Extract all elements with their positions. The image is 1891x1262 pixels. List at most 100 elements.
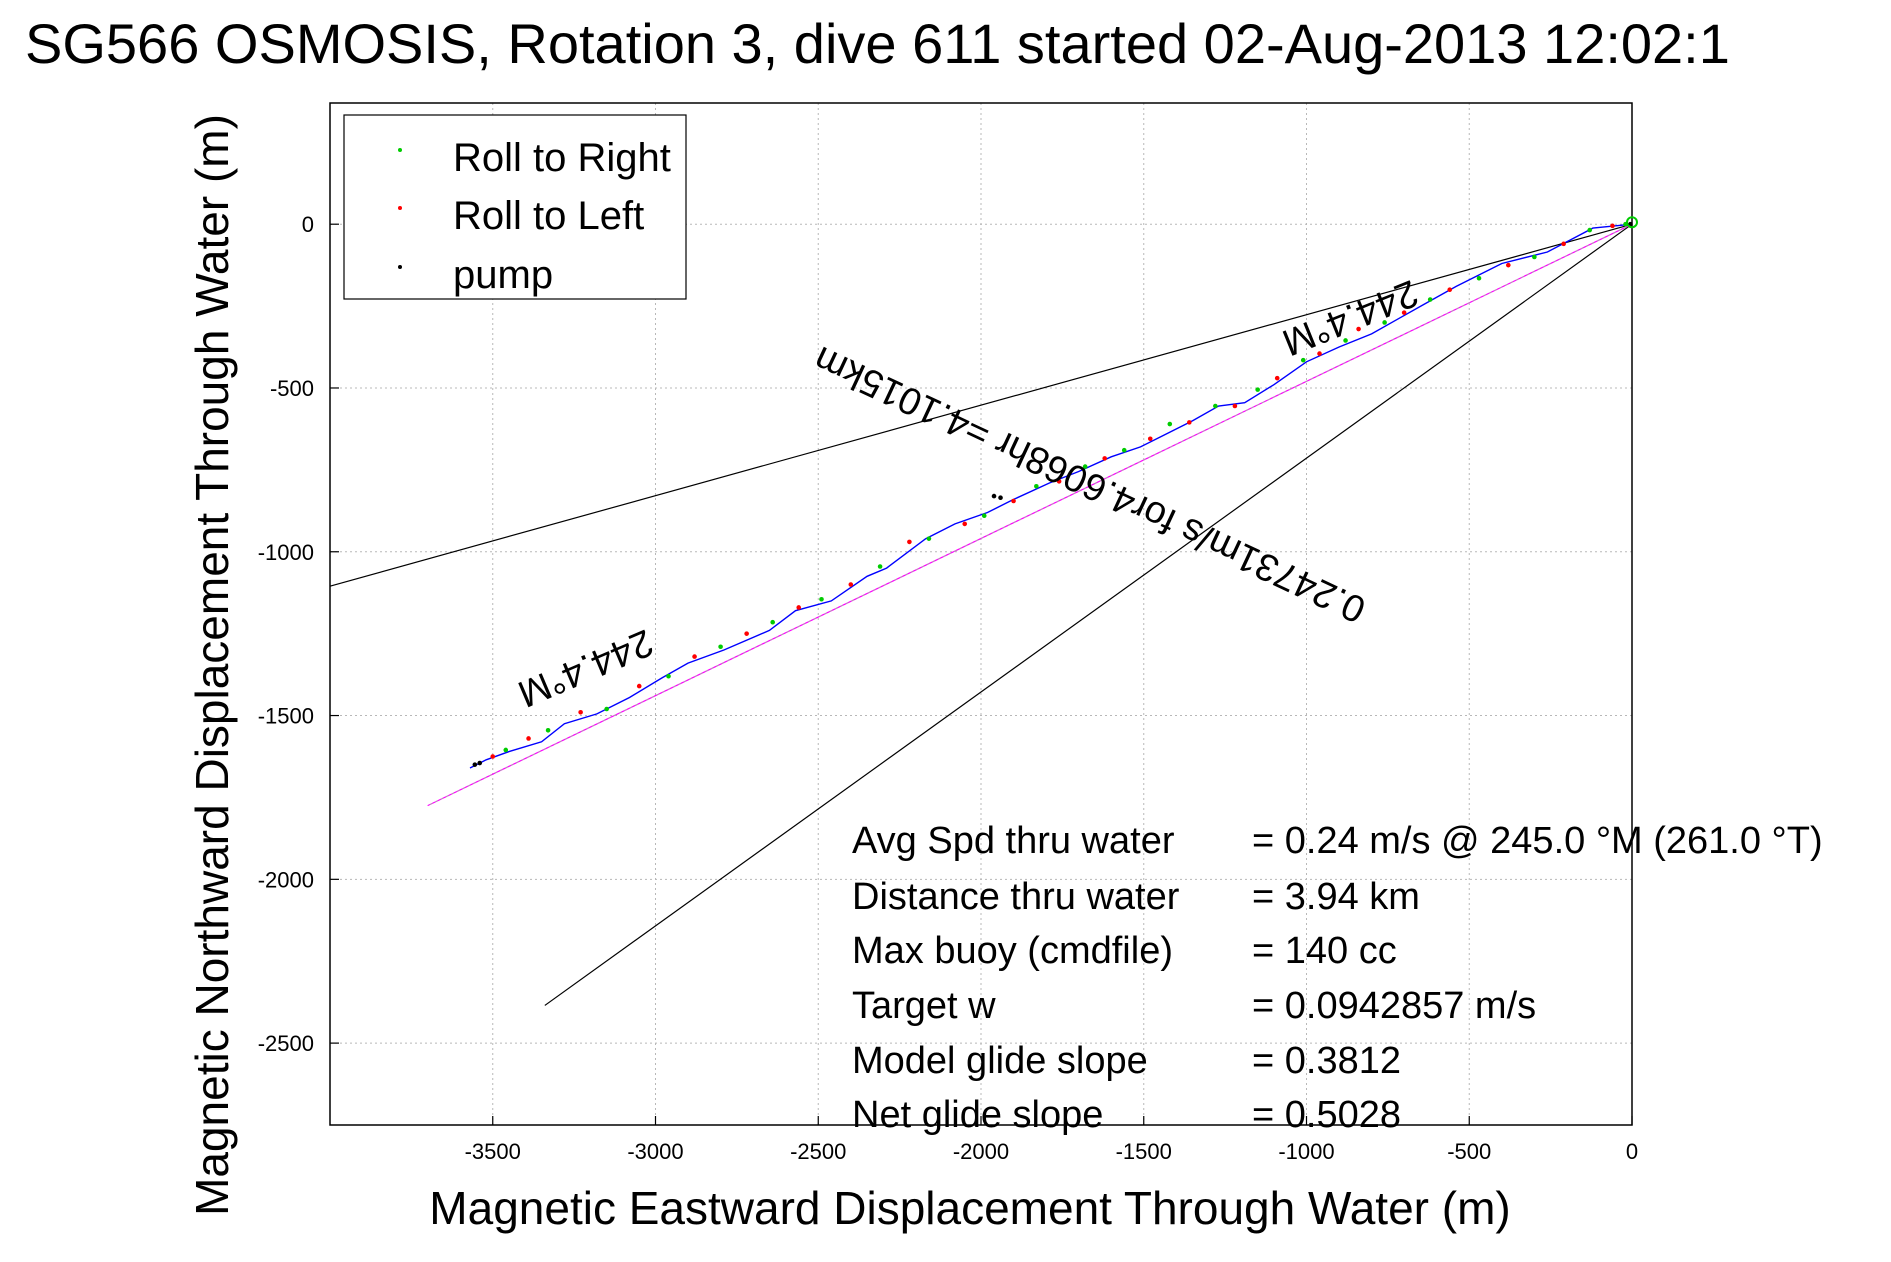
roll-left-point <box>1274 375 1280 381</box>
pump-point <box>991 493 997 499</box>
roll-right-point <box>1213 403 1218 409</box>
stat-label: Net glide slope <box>852 1094 1103 1136</box>
y-tick-label: -2000 <box>258 867 314 892</box>
chart-title: SG566 OSMOSIS, Rotation 3, dive 611 star… <box>25 12 1730 75</box>
roll-right-point <box>503 747 509 753</box>
legend-marker-roll-left <box>398 206 402 210</box>
x-tick-label: -2000 <box>953 1139 1009 1164</box>
roll-left-point <box>796 605 802 610</box>
roll-left-point <box>1011 498 1016 504</box>
roll-left-point <box>1610 223 1615 229</box>
roll-right-point <box>1343 338 1348 343</box>
roll-right-point <box>819 596 824 602</box>
y-tick-label: -500 <box>270 376 314 401</box>
roll-left-point <box>490 754 496 759</box>
roll-right-point <box>770 619 775 625</box>
stat-value: = 140 cc <box>1252 930 1397 972</box>
stat-value: = 3.94 km <box>1252 876 1420 918</box>
legend-marker-roll-right <box>398 148 402 152</box>
roll-left-point <box>1447 287 1453 293</box>
stat-value: = 0.0942857 m/s <box>1252 985 1536 1027</box>
roll-left-point <box>1506 262 1511 268</box>
roll-right-point <box>926 536 932 541</box>
x-tick-label: -2500 <box>790 1139 846 1164</box>
pump-point <box>477 760 483 766</box>
stat-label: Model glide slope <box>852 1040 1148 1082</box>
legend-marker-pump <box>398 265 402 269</box>
stat-value: = 0.24 m/s @ 245.0 °M (261.0 °T) <box>1252 820 1823 862</box>
roll-right-point <box>981 513 987 519</box>
y-tick-label: 0 <box>302 212 314 237</box>
roll-left-point <box>692 654 697 659</box>
roll-right-point <box>1532 254 1537 260</box>
x-tick-label: -1500 <box>1116 1139 1172 1164</box>
roll-right-point <box>604 706 609 712</box>
stat-value: = 0.3812 <box>1252 1040 1401 1082</box>
y-axis-label: Magnetic Northward Displacement Through … <box>186 114 238 1216</box>
roll-left-point <box>962 521 968 527</box>
x-tick-label: -3000 <box>627 1139 683 1164</box>
x-axis-ticks: -3500 -3000 -2500 -2000 -1500 -1000 -500 0 <box>465 1116 1638 1164</box>
stat-label: Target w <box>852 985 996 1027</box>
roll-right-point <box>1034 483 1039 489</box>
roll-left-point <box>1232 403 1238 409</box>
roll-left-point <box>1056 479 1062 484</box>
roll-right-point <box>1476 275 1482 281</box>
roll-left-point <box>744 631 749 636</box>
origin-marker <box>1626 216 1638 229</box>
x-tick-label: -3500 <box>465 1139 521 1164</box>
reference-line <box>329 223 1633 587</box>
legend: Roll to Right Roll to Left pump <box>343 114 687 300</box>
roll-left-point <box>526 736 531 741</box>
y-axis-ticks: 0 -500 -1000 -1500 -2000 -2500 <box>258 212 339 1056</box>
roll-right-point <box>1167 421 1173 427</box>
y-tick-label: -2500 <box>258 1031 314 1056</box>
roll-right-point <box>1255 387 1260 392</box>
roll-right-point <box>877 564 883 569</box>
roll-right-point <box>1300 357 1306 363</box>
roll-left-point <box>578 709 583 715</box>
y-tick-label: -1000 <box>258 540 314 565</box>
roll-left-point <box>907 539 912 545</box>
roll-right-point <box>666 673 671 679</box>
stat-label: Avg Spd thru water <box>852 820 1175 862</box>
roll-right-point <box>1082 464 1088 469</box>
roll-right-point <box>1382 320 1387 325</box>
roll-left-point <box>1317 351 1322 356</box>
roll-left-point <box>1356 326 1361 332</box>
pump-point <box>998 495 1003 501</box>
stat-value: = 0.5028 <box>1252 1094 1401 1136</box>
pump-point <box>1628 221 1633 227</box>
stat-label: Distance thru water <box>852 876 1180 918</box>
reference-line <box>427 223 1633 806</box>
roll-left-point <box>1561 241 1566 247</box>
roll-right-point <box>1121 447 1127 453</box>
roll-right-point <box>718 644 723 650</box>
roll-right-point <box>545 727 551 733</box>
reference-line <box>544 223 1633 1006</box>
x-tick-label: -1000 <box>1278 1139 1334 1164</box>
reference-lines <box>329 223 1633 1006</box>
roll-left-point <box>848 582 854 587</box>
roll-right-point <box>1587 227 1592 233</box>
dive-statistics: Avg Spd thru water = 0.24 m/s @ 245.0 °M… <box>852 820 1823 1136</box>
legend-label-roll-left: Roll to Left <box>453 194 644 238</box>
annotation-label: 244.4°M <box>512 621 659 715</box>
grid-lines <box>330 103 1633 1125</box>
legend-label-pump: pump <box>453 253 553 297</box>
glider-track <box>469 223 1633 769</box>
point-markers <box>472 216 1638 767</box>
annotation-label: 244.4°M <box>1276 271 1423 363</box>
legend-label-roll-right: Roll to Right <box>453 136 671 180</box>
roll-left-point <box>636 683 642 689</box>
pump-point <box>472 762 478 767</box>
x-axis-label: Magnetic Eastward Displacement Through W… <box>429 1182 1510 1234</box>
roll-left-point <box>1102 456 1107 461</box>
roll-right-point <box>1427 297 1433 302</box>
roll-left-point <box>1147 436 1153 442</box>
annotations: 244.4°M0.24731m/s for4.6068hr =4.1015km2… <box>512 271 1424 715</box>
roll-left-point <box>1401 310 1407 315</box>
x-tick-label: -500 <box>1447 1139 1491 1164</box>
annotation-label: 0.24731m/s for4.6068hr =4.1015km <box>808 338 1372 631</box>
